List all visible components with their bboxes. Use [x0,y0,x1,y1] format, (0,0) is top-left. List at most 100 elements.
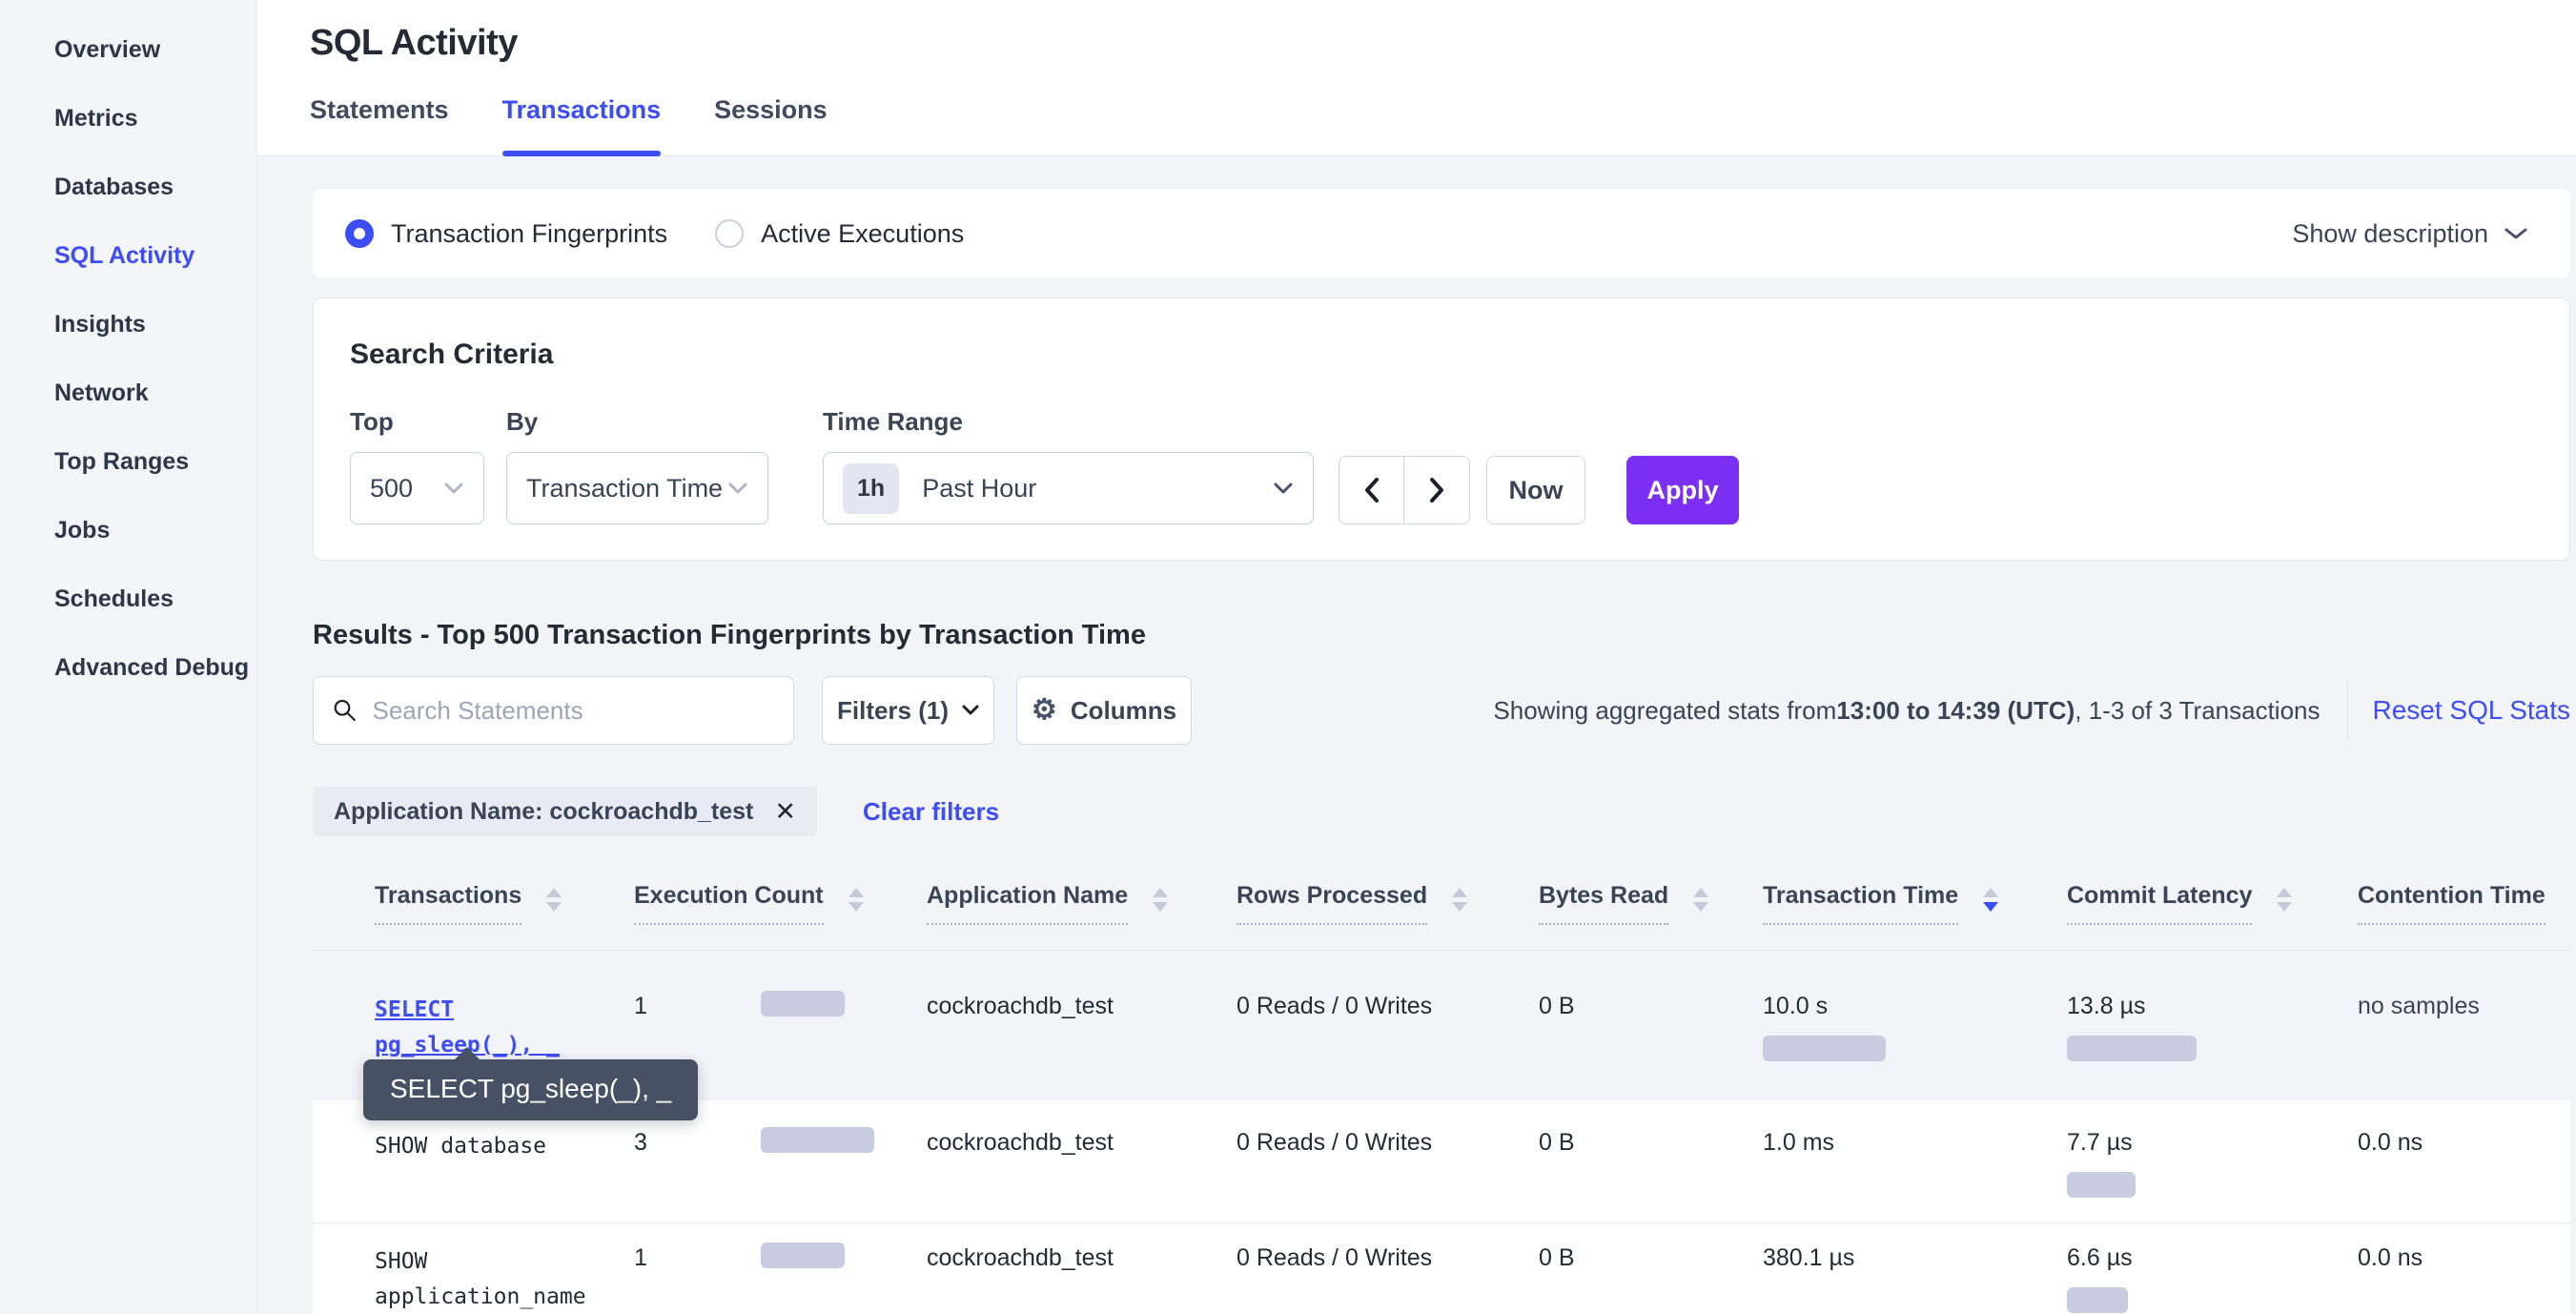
sidebar-item-overview[interactable]: Overview [54,35,161,63]
top-field: Top 500 [350,407,506,524]
rows-processed-cell: 0 Reads / 0 Writes [1237,1129,1433,1156]
execution-count-bar [761,1127,874,1153]
apply-button[interactable]: Apply [1626,456,1739,524]
commit-latency-cell: 13.8 µs [2067,993,2358,1100]
results-heading: Results - Top 500 Transaction Fingerprin… [313,620,1146,650]
sidebar-item-databases[interactable]: Databases [54,173,174,200]
time-range-select[interactable]: 1h Past Hour [823,452,1314,524]
tab-transactions[interactable]: Transactions [501,95,661,156]
sort-icon [1693,888,1709,912]
next-time-window-button[interactable] [1404,457,1469,524]
contention-time-cell: 0.0 ns [2358,1244,2423,1271]
application-name-cell: cockroachdb_test [927,1244,1114,1271]
top-select[interactable]: 500 [350,452,484,524]
by-select[interactable]: Transaction Time [506,452,768,524]
sort-icon [1452,888,1468,912]
tab-statements[interactable]: Statements [310,95,449,124]
page-header: SQL Activity Statements Transactions Ses… [257,0,2576,156]
transaction-time-cell: 10.0 s [1763,993,2067,1100]
sort-icon [2277,888,2293,912]
column-header-application-name[interactable]: Application Name [927,882,1237,925]
radio-transaction-fingerprints[interactable]: Transaction Fingerprints [345,219,667,249]
search-criteria-fields: Top 500 By Transaction Time [350,407,2531,524]
filter-chip-row: Application Name: cockroachdb_test ✕ Cle… [313,787,2570,836]
time-range-label: Time Range [823,407,963,436]
column-header-commit-latency[interactable]: Commit Latency [2067,882,2358,925]
chevron-down-icon [444,482,463,494]
time-range-value: Past Hour [922,473,1037,503]
sidebar-item-metrics[interactable]: Metrics [54,104,138,132]
aggregated-stats-note: Showing aggregated stats from 13:00 to 1… [1493,680,2570,741]
radio-unselected-icon [715,219,745,248]
tab-bar: Statements Transactions Sessions [310,95,2576,156]
sidebar-item-top-ranges[interactable]: Top Ranges [54,447,190,475]
table-row: SHOW database 3 cockroachdb_test 0 Reads… [313,1100,2570,1223]
by-select-value: Transaction Time [526,473,724,503]
sort-icon [1153,888,1169,912]
column-header-rows-processed[interactable]: Rows Processed [1237,882,1539,925]
sidebar-item-jobs[interactable]: Jobs [54,516,111,544]
commit-latency-cell: 7.7 µs [2067,1129,2358,1222]
sort-icon-descending [1983,888,1999,912]
close-icon[interactable]: ✕ [774,796,797,826]
time-range-badge: 1h [843,462,900,514]
view-toggle-card: Transaction Fingerprints Active Executio… [313,189,2570,278]
chevron-left-icon [1364,478,1379,503]
bytes-read-cell: 0 B [1539,1244,1575,1271]
sort-icon [848,888,864,912]
previous-time-window-button[interactable] [1339,457,1404,524]
columns-button[interactable]: ⚙ Columns [1016,676,1192,745]
commit-latency-bar [2067,1287,2128,1313]
transaction-fingerprint[interactable]: SHOW application_name [375,1249,586,1309]
chevron-down-icon [1274,482,1293,494]
sort-icon [546,888,562,912]
sidebar-item-schedules[interactable]: Schedules [54,585,174,612]
application-name-cell: cockroachdb_test [927,993,1114,1019]
sidebar-item-sql-activity[interactable]: SQL Activity [54,241,195,269]
chevron-down-icon [728,482,747,494]
column-header-contention-time[interactable]: Contention Time [2358,882,2570,925]
column-header-execution-count[interactable]: Execution Count [634,882,927,925]
column-header-bytes-read[interactable]: Bytes Read [1539,882,1763,925]
transaction-time-bar [1763,1036,1886,1061]
chevron-down-icon [962,705,979,715]
content-area: Transaction Fingerprints Active Executio… [257,156,2576,1314]
filters-button[interactable]: Filters (1) [822,676,994,745]
transaction-fingerprint[interactable]: SHOW database [375,1134,547,1159]
columns-label: Columns [1070,695,1177,725]
top-label: Top [350,407,394,436]
show-description-toggle[interactable]: Show description [2292,219,2528,249]
page-title: SQL Activity [310,23,518,63]
sidebar: Overview Metrics Databases SQL Activity … [0,0,257,1314]
vertical-divider [2346,680,2348,741]
execution-count-bar [761,991,845,1016]
by-field: By Transaction Time [506,407,823,524]
sidebar-item-insights[interactable]: Insights [54,310,146,338]
chevron-right-icon [1430,478,1443,503]
reset-sql-stats-link[interactable]: Reset SQL Stats [2372,695,2571,725]
radio-active-executions[interactable]: Active Executions [715,219,964,249]
application-name-cell: cockroachdb_test [927,1129,1114,1156]
view-toggle-group: Transaction Fingerprints Active Executio… [345,219,964,249]
column-header-transaction-time[interactable]: Transaction Time [1763,882,2067,925]
time-range-field: Time Range 1h Past Hour [823,407,1339,524]
bytes-read-cell: 0 B [1539,993,1575,1019]
stats-range: 13:00 to 14:39 (UTC) [1836,695,2075,725]
search-input[interactable] [372,695,774,726]
radio-label: Transaction Fingerprints [391,218,668,248]
commit-latency-bar [2067,1036,2197,1061]
tab-sessions[interactable]: Sessions [714,95,828,124]
sidebar-item-network[interactable]: Network [54,379,149,406]
search-criteria-title: Search Criteria [350,339,554,370]
table-row: SHOW application_name 1 cockroachdb_test… [313,1223,2570,1314]
clear-filters-link[interactable]: Clear filters [863,796,1000,826]
chevron-down-icon [2504,228,2527,239]
column-header-transactions[interactable]: Transactions [375,882,634,925]
sidebar-item-advanced-debug[interactable]: Advanced Debug [54,653,250,681]
execution-count-bar [761,1242,845,1268]
gear-icon: ⚙ [1031,694,1057,726]
now-button[interactable]: Now [1486,456,1585,524]
commit-latency-cell: 6.6 µs [2067,1244,2358,1314]
top-select-value: 500 [370,473,414,503]
